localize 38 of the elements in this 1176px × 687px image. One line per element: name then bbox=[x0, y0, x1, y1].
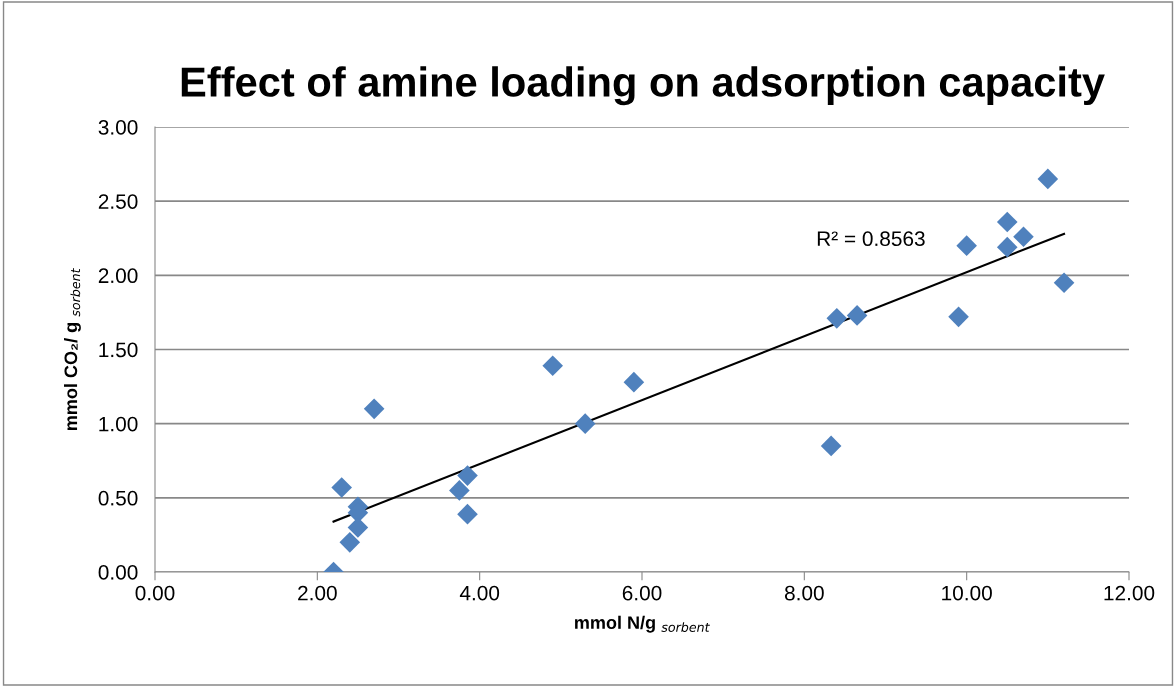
point bbox=[347, 517, 369, 538]
x-tick-label: 2.00 bbox=[298, 585, 337, 601]
y-tick-label: 0.00 bbox=[98, 565, 138, 580]
x-tick-label: 6.00 bbox=[622, 585, 662, 601]
point bbox=[331, 477, 352, 498]
point bbox=[574, 413, 596, 434]
point bbox=[542, 355, 564, 377]
point bbox=[948, 306, 969, 328]
point bbox=[826, 308, 848, 329]
chart-title: Effect of amine loading on adsorption capacity bbox=[181, 66, 1105, 106]
point bbox=[339, 532, 361, 553]
point bbox=[996, 236, 1018, 258]
y-tick-label: 3.00 bbox=[98, 120, 138, 135]
point bbox=[820, 435, 842, 457]
x-tick-label: 12.00 bbox=[1104, 585, 1155, 601]
y-tick-label: 2.00 bbox=[98, 268, 138, 284]
point bbox=[449, 480, 470, 501]
point bbox=[956, 235, 977, 256]
point bbox=[1013, 226, 1034, 248]
point bbox=[623, 371, 645, 393]
annotation: R² = 0.8563 bbox=[817, 231, 925, 247]
x-tick-label: 4.00 bbox=[459, 585, 500, 601]
x-tick-label: 10.00 bbox=[942, 585, 992, 601]
y-tick-label: 1.50 bbox=[99, 342, 138, 358]
x-axis-title: mmol N/g $_{sorbent}$ bbox=[575, 615, 710, 633]
y-axis-title: mmol CO₂/ g $_{sorbent}$ bbox=[63, 268, 81, 431]
point bbox=[363, 398, 385, 420]
point bbox=[457, 503, 478, 525]
point bbox=[846, 305, 868, 326]
point bbox=[1037, 168, 1059, 190]
y-tick-label: 2.50 bbox=[98, 194, 138, 209]
point bbox=[1053, 272, 1075, 294]
y-tick-label: 0.50 bbox=[98, 490, 138, 506]
x-tick-label: 8.00 bbox=[784, 585, 824, 601]
point bbox=[996, 211, 1018, 233]
x-tick-label: 0.00 bbox=[135, 585, 175, 601]
y-tick-label: 1.00 bbox=[99, 416, 138, 432]
point bbox=[457, 465, 478, 486]
